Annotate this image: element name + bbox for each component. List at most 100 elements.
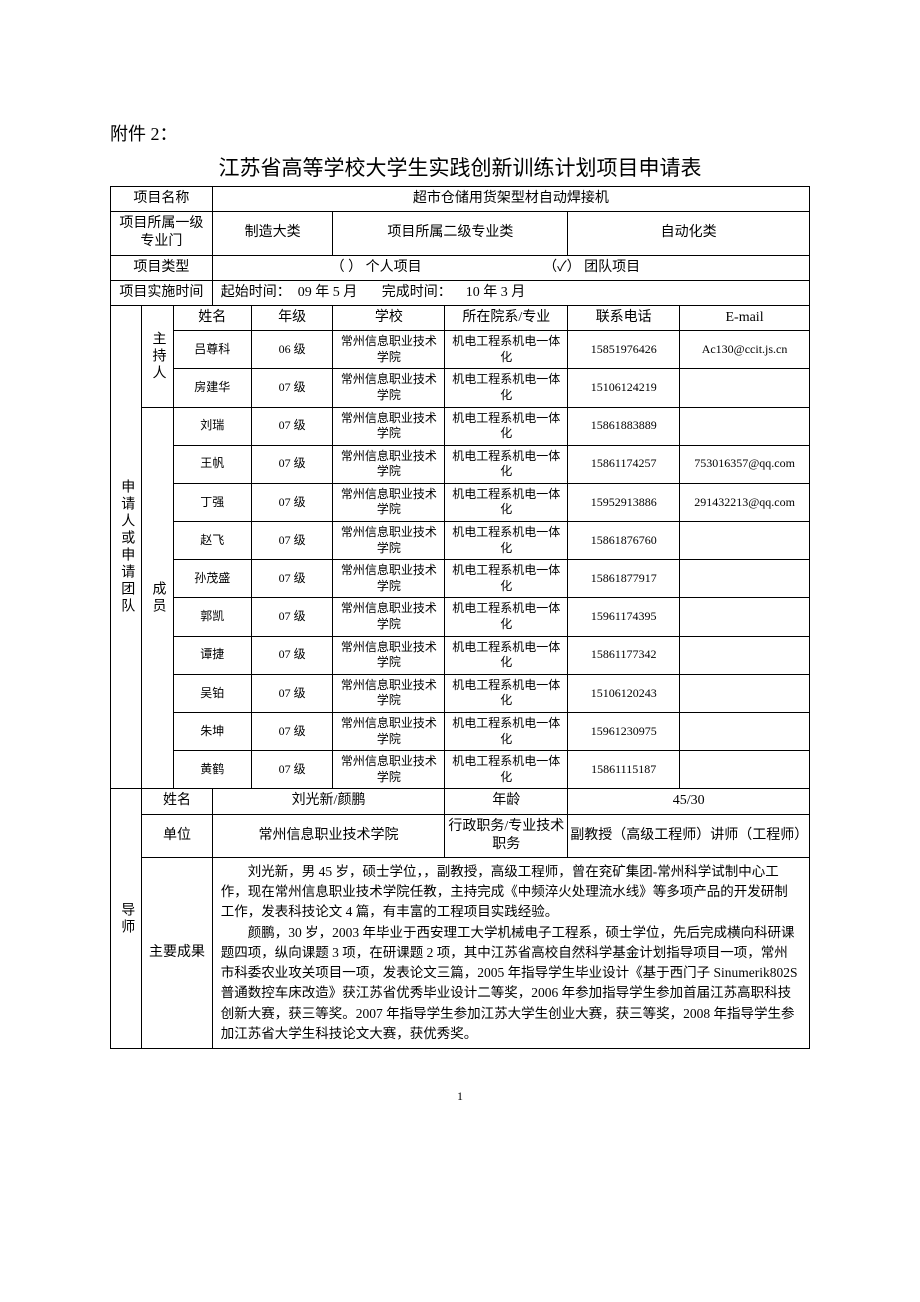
member-phone: 15861115187 — [568, 751, 680, 789]
label-advisor: 导师 — [111, 789, 142, 1049]
member-dept: 机电工程系机电一体化 — [445, 636, 568, 674]
col-grade: 年级 — [251, 305, 333, 330]
value-level1: 制造大类 — [212, 212, 333, 255]
member-row: 赵飞 07 级 常州信息职业技术学院 机电工程系机电一体化 1586187676… — [111, 522, 810, 560]
member-grade: 07 级 — [251, 674, 333, 712]
member-school: 常州信息职业技术学院 — [333, 483, 445, 521]
member-dept: 机电工程系机电一体化 — [445, 522, 568, 560]
member-row: 王帆 07 级 常州信息职业技术学院 机电工程系机电一体化 1586117425… — [111, 445, 810, 483]
member-grade: 06 级 — [251, 331, 333, 369]
member-row: 房建华 07 级 常州信息职业技术学院 机电工程系机电一体化 151061242… — [111, 369, 810, 407]
member-grade: 07 级 — [251, 483, 333, 521]
row-advisor-unit: 单位 常州信息职业技术学院 行政职务/专业技术职务 副教授（高级工程师）讲师（工… — [111, 814, 810, 857]
member-name: 房建华 — [173, 369, 251, 407]
member-grade: 07 级 — [251, 369, 333, 407]
label-adv-unit: 单位 — [142, 814, 212, 857]
col-dept: 所在院系/专业 — [445, 305, 568, 330]
end-value: 10 年 3 月 — [466, 285, 526, 300]
member-email — [680, 751, 810, 789]
member-phone: 15961174395 — [568, 598, 680, 636]
member-email: 753016357@qq.com — [680, 445, 810, 483]
member-name: 谭捷 — [173, 636, 251, 674]
member-dept: 机电工程系机电一体化 — [445, 445, 568, 483]
member-row: 吴铂 07 级 常州信息职业技术学院 机电工程系机电一体化 1510612024… — [111, 674, 810, 712]
page-number: 1 — [110, 1089, 810, 1104]
col-name: 姓名 — [173, 305, 251, 330]
member-phone: 15952913886 — [568, 483, 680, 521]
member-grade: 07 级 — [251, 713, 333, 751]
label-project-type: 项目类型 — [111, 255, 213, 280]
member-phone: 15106120243 — [568, 674, 680, 712]
member-name: 朱坤 — [173, 713, 251, 751]
achv-p2: 颜鹏，30 岁，2003 年毕业于西安理工大学机械电子工程系，硕士学位，先后完成… — [221, 923, 801, 1045]
member-name: 孙茂盛 — [173, 560, 251, 598]
member-row: 朱坤 07 级 常州信息职业技术学院 机电工程系机电一体化 1596123097… — [111, 713, 810, 751]
member-school: 常州信息职业技术学院 — [333, 674, 445, 712]
label-adv-achv: 主要成果 — [142, 857, 212, 1048]
member-email — [680, 369, 810, 407]
member-school: 常州信息职业技术学院 — [333, 445, 445, 483]
member-row: 丁强 07 级 常州信息职业技术学院 机电工程系机电一体化 1595291388… — [111, 483, 810, 521]
member-row: 孙茂盛 07 级 常州信息职业技术学院 机电工程系机电一体化 158618779… — [111, 560, 810, 598]
member-dept: 机电工程系机电一体化 — [445, 331, 568, 369]
member-name: 刘瑞 — [173, 407, 251, 445]
row-time: 项目实施时间 起始时间： 09 年 5 月 完成时间： 10 年 3 月 — [111, 280, 810, 305]
label-level2: 项目所属二级专业类 — [333, 212, 568, 255]
label-member: 成员 — [142, 407, 173, 789]
member-grade: 07 级 — [251, 598, 333, 636]
member-email — [680, 598, 810, 636]
member-dept: 机电工程系机电一体化 — [445, 674, 568, 712]
member-phone: 15861877917 — [568, 560, 680, 598]
member-school: 常州信息职业技术学院 — [333, 522, 445, 560]
member-phone: 15861174257 — [568, 445, 680, 483]
value-level2: 自动化类 — [568, 212, 810, 255]
page-title: 江苏省高等学校大学生实践创新训练计划项目申请表 — [110, 152, 810, 182]
member-name: 吴铂 — [173, 674, 251, 712]
member-email — [680, 560, 810, 598]
value-adv-unit: 常州信息职业技术学院 — [212, 814, 445, 857]
member-phone: 15861876760 — [568, 522, 680, 560]
member-school: 常州信息职业技术学院 — [333, 369, 445, 407]
value-adv-age: 45/30 — [568, 789, 810, 814]
row-advisor-achv: 主要成果 刘光新，男 45 岁，硕士学位，，副教授，高级工程师，曾在兖矿集团-常… — [111, 857, 810, 1048]
member-email — [680, 407, 810, 445]
achv-p1: 刘光新，男 45 岁，硕士学位，，副教授，高级工程师，曾在兖矿集团-常州科学试制… — [221, 862, 801, 923]
member-name: 王帆 — [173, 445, 251, 483]
row-advisor-name: 导师 姓名 刘光新/颜鹏 年龄 45/30 — [111, 789, 810, 814]
label-adv-age: 年龄 — [445, 789, 568, 814]
member-dept: 机电工程系机电一体化 — [445, 407, 568, 445]
member-grade: 07 级 — [251, 522, 333, 560]
value-adv-title: 副教授（高级工程师）讲师（工程师） — [568, 814, 810, 857]
label-adv-title: 行政职务/专业技术职务 — [445, 814, 568, 857]
member-phone: 15861177342 — [568, 636, 680, 674]
label-adv-name: 姓名 — [142, 789, 212, 814]
member-row: 郭凯 07 级 常州信息职业技术学院 机电工程系机电一体化 1596117439… — [111, 598, 810, 636]
col-school: 学校 — [333, 305, 445, 330]
label-time: 项目实施时间 — [111, 280, 213, 305]
member-dept: 机电工程系机电一体化 — [445, 483, 568, 521]
row-member-header: 申请人或申请团队 主持人 姓名 年级 学校 所在院系/专业 联系电话 E-mai… — [111, 305, 810, 330]
member-school: 常州信息职业技术学院 — [333, 751, 445, 789]
application-table: 项目名称 超市仓储用货架型材自动焊接机 项目所属一级专业门 制造大类 项目所属二… — [110, 186, 810, 1049]
member-phone: 15106124219 — [568, 369, 680, 407]
member-name: 黄鹤 — [173, 751, 251, 789]
start-label: 起始时间： — [221, 285, 291, 300]
member-row: 黄鹤 07 级 常州信息职业技术学院 机电工程系机电一体化 1586111518… — [111, 751, 810, 789]
member-school: 常州信息职业技术学院 — [333, 331, 445, 369]
member-phone: 15961230975 — [568, 713, 680, 751]
label-applicant: 申请人或申请团队 — [111, 305, 142, 788]
member-email: 291432213@qq.com — [680, 483, 810, 521]
member-dept: 机电工程系机电一体化 — [445, 369, 568, 407]
value-project-name: 超市仓储用货架型材自动焊接机 — [212, 187, 809, 212]
member-name: 赵飞 — [173, 522, 251, 560]
member-name: 吕尊科 — [173, 331, 251, 369]
member-row: 吕尊科 06 级 常州信息职业技术学院 机电工程系机电一体化 158519764… — [111, 331, 810, 369]
member-email — [680, 674, 810, 712]
member-dept: 机电工程系机电一体化 — [445, 751, 568, 789]
label-level1: 项目所属一级专业门 — [111, 212, 213, 255]
member-grade: 07 级 — [251, 751, 333, 789]
member-dept: 机电工程系机电一体化 — [445, 560, 568, 598]
member-grade: 07 级 — [251, 636, 333, 674]
member-email — [680, 713, 810, 751]
type-individual: （ ） 个人项目 — [213, 259, 540, 277]
